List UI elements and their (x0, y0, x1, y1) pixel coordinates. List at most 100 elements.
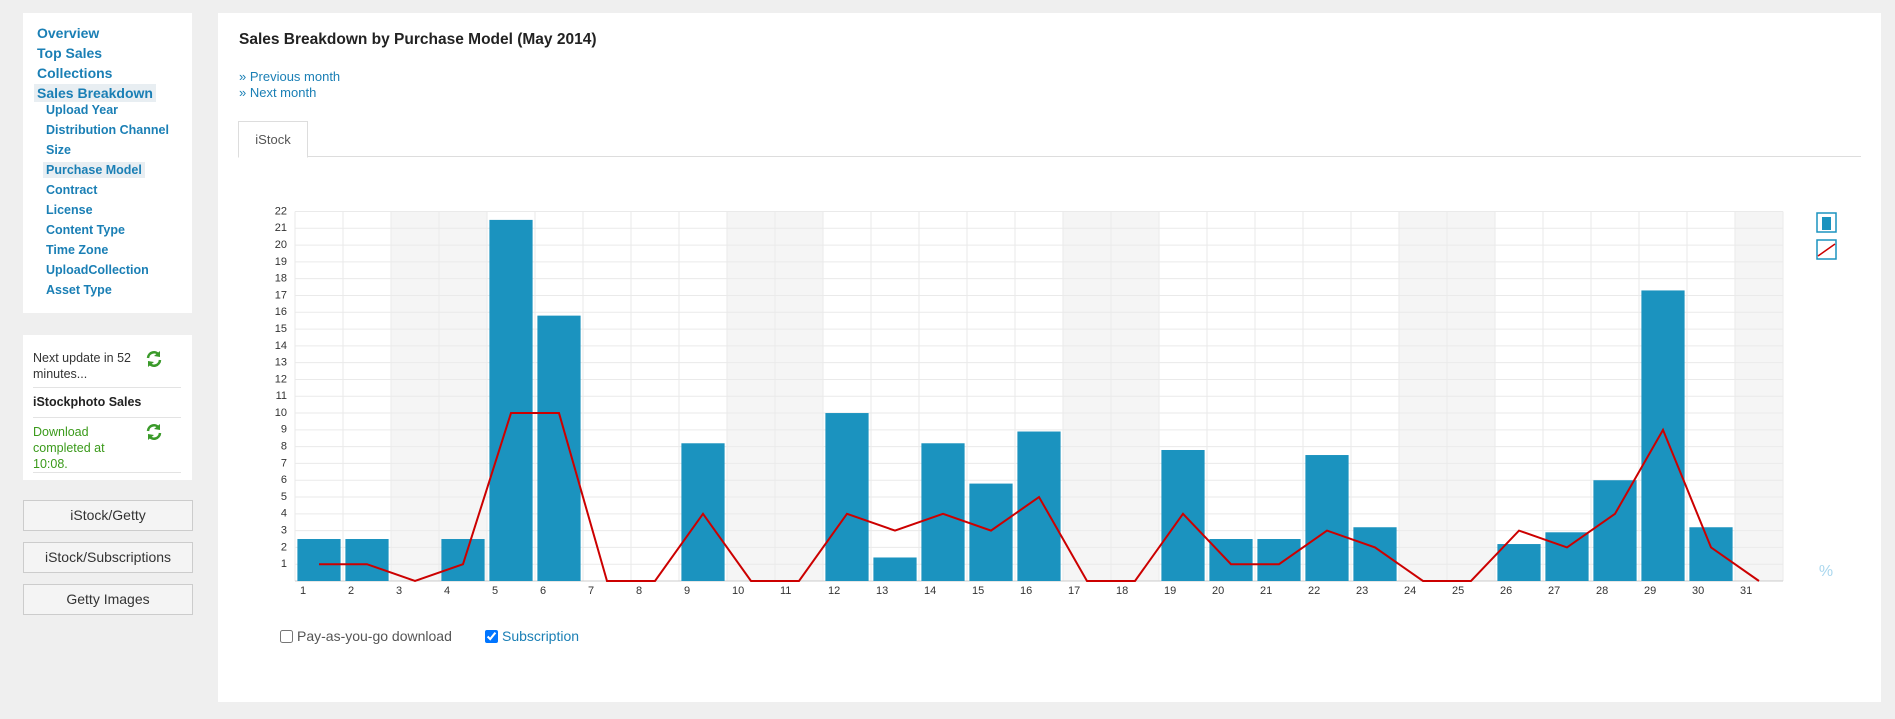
y-tick-label: 7 (281, 457, 287, 469)
y-tick-label: 13 (275, 357, 287, 369)
x-tick-label: 24 (1404, 585, 1416, 597)
bar (873, 557, 917, 581)
next-link[interactable]: » Next month (239, 85, 317, 100)
x-tick-label: 23 (1356, 585, 1368, 597)
bar (489, 219, 533, 582)
bar (441, 539, 485, 581)
x-tick-label: 16 (1020, 585, 1032, 597)
subnav-link[interactable]: Time Zone (46, 243, 109, 257)
x-tick-label: 6 (540, 585, 546, 597)
bar (1353, 527, 1397, 581)
subnav-link[interactable]: Purchase Model (43, 162, 145, 178)
legend-item[interactable]: Pay-as-you-go download (280, 628, 452, 644)
bar (1545, 532, 1589, 581)
x-tick-label: 5 (492, 585, 498, 597)
divider (33, 472, 181, 473)
prev-link[interactable]: » Previous month (239, 69, 341, 84)
tab[interactable]: iStock (238, 121, 308, 158)
x-tick-label: 8 (636, 585, 642, 597)
legend-label: Subscription (502, 628, 580, 644)
divider (33, 387, 181, 388)
button[interactable]: Getty Images (23, 584, 193, 615)
refresh-icon[interactable] (145, 350, 163, 368)
legend-item[interactable]: Subscription (485, 628, 579, 644)
subnav-link[interactable]: Asset Type (46, 283, 112, 297)
x-tick-label: 27 (1548, 585, 1560, 597)
bar-icon (1822, 217, 1831, 230)
y-tick-label: 16 (275, 306, 287, 318)
bar (1305, 455, 1349, 581)
y-tick-label: 5 (281, 491, 287, 503)
x-tick-label: 10 (732, 585, 744, 597)
y-tick-label: 12 (275, 373, 287, 385)
bar (1641, 290, 1685, 581)
bar (1497, 544, 1541, 581)
bar (1209, 539, 1253, 581)
nav-link[interactable]: Overview (37, 25, 100, 41)
bar (969, 483, 1013, 581)
y-tick-label: 11 (276, 390, 287, 402)
line-icon (1817, 243, 1836, 257)
x-tick-label: 3 (396, 585, 402, 597)
subnav-link[interactable]: Content Type (46, 223, 125, 237)
x-tick-label: 22 (1308, 585, 1320, 597)
x-tick-label: 25 (1452, 585, 1464, 597)
bar (1593, 480, 1637, 581)
y-tick-label: 21 (275, 222, 287, 234)
bar (1689, 527, 1733, 581)
bar (921, 443, 965, 581)
x-tick-label: 18 (1116, 585, 1128, 597)
tab-line (238, 156, 1861, 157)
x-tick-label: 13 (876, 585, 888, 597)
y-tick-label: 15 (275, 323, 287, 335)
x-tick-label: 28 (1596, 585, 1608, 597)
y-tick-label: 17 (275, 289, 287, 301)
legend-checkbox[interactable] (485, 629, 498, 643)
y-tick-label: 6 (281, 474, 287, 486)
legend-label: Pay-as-you-go download (297, 628, 452, 644)
x-tick-label: 11 (780, 585, 791, 597)
subnav-link[interactable]: Upload Year (46, 103, 119, 117)
line (319, 412, 1760, 583)
y-tick-label: 14 (275, 340, 287, 352)
page-title: Sales Breakdown by Purchase Model (May 2… (239, 31, 597, 48)
legend-checkbox[interactable] (280, 629, 293, 643)
subnav-link[interactable]: Size (46, 143, 72, 157)
y-tick-label: 10 (275, 407, 287, 419)
subnav-link[interactable]: Distribution Channel (46, 123, 169, 137)
percent-toggle[interactable]: % (1819, 563, 1833, 580)
x-tick-label: 1 (300, 585, 306, 597)
next-update: Next update in 52 minutes... (33, 351, 131, 381)
subnav-link[interactable]: Contract (46, 183, 98, 197)
subnav-link[interactable]: UploadCollection (46, 263, 149, 277)
divider (33, 417, 181, 418)
x-tick-label: 19 (1164, 585, 1176, 597)
subnav-link[interactable]: License (46, 203, 93, 217)
y-tick-label: 1 (281, 558, 287, 570)
y-tick-label: 4 (281, 508, 287, 520)
nav-link[interactable]: Top Sales (37, 45, 103, 61)
y-tick-label: 9 (281, 424, 287, 436)
y-tick-label: 3 (281, 525, 287, 537)
button[interactable]: iStock/Getty (23, 500, 193, 531)
refresh-icon[interactable] (145, 423, 163, 441)
bar (345, 539, 389, 581)
x-tick-label: 17 (1068, 585, 1080, 597)
x-tick-label: 4 (444, 585, 450, 597)
download-status: Download completed at 10:08. (33, 425, 105, 471)
nav-link[interactable]: Collections (37, 65, 113, 81)
button[interactable]: iStock/Subscriptions (23, 542, 193, 573)
bar (1257, 539, 1301, 581)
bar (825, 413, 869, 581)
x-tick-label: 7 (588, 585, 594, 597)
x-tick-label: 26 (1500, 585, 1512, 597)
y-tick-label: 20 (275, 239, 287, 251)
bar (1017, 431, 1061, 581)
status-panel (23, 335, 192, 480)
x-tick-label: 30 (1692, 585, 1704, 597)
nav-link[interactable]: Sales Breakdown (34, 84, 156, 102)
x-tick-label: 15 (972, 585, 984, 597)
x-tick-label: 20 (1212, 585, 1224, 597)
